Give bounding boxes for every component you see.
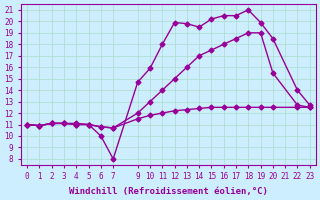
X-axis label: Windchill (Refroidissement éolien,°C): Windchill (Refroidissement éolien,°C) [69,187,268,196]
